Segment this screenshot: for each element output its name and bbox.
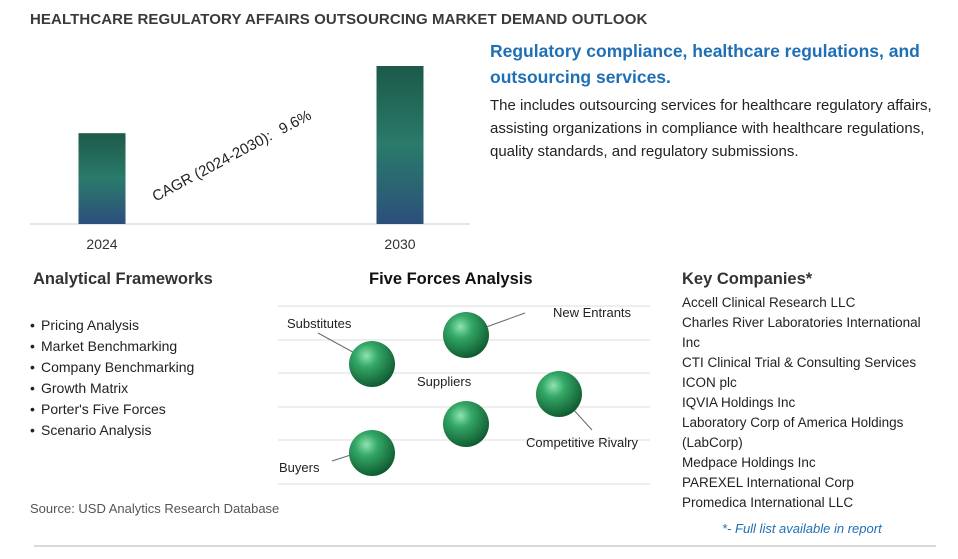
cagr-annotation: CAGR (2024-2030):9.6%: [149, 107, 314, 205]
list-item: PAREXEL International Corp: [682, 475, 854, 490]
connector-substitutes: [317, 332, 361, 357]
list-item: Laboratory Corp of America Holdings (Lab…: [682, 415, 904, 450]
list-item: Promedica International LLC: [682, 495, 854, 510]
x-tick-label: 2024: [86, 236, 117, 252]
connector-buyers: [331, 451, 361, 462]
label-suppliers: Suppliers: [417, 374, 472, 389]
market-bar-chart: 2024 2030 CAGR (2024-2030):9.6%: [30, 66, 470, 252]
x-tick-label: 2030: [384, 236, 415, 252]
sphere-buyers: [349, 430, 395, 476]
frameworks-list: • Pricing Analysis • Market Benchmarking •…: [30, 315, 194, 441]
label-buyers: Buyers: [279, 460, 320, 475]
list-item: Charles River Laboratories International…: [682, 315, 921, 350]
list-item: • Growth Matrix: [30, 380, 129, 396]
list-item: ICON plc: [682, 375, 737, 390]
list-item: Accell Clinical Research LLC: [682, 295, 856, 310]
list-item: Medpace Holdings Inc: [682, 455, 816, 470]
five-forces-heading: Five Forces Analysis: [369, 270, 533, 288]
headline: Regulatory compliance, healthcare regula…: [490, 41, 920, 87]
market-description: The includes outsourcing services for he…: [490, 97, 932, 160]
list-item: • Company Benchmarking: [30, 359, 195, 375]
label-competitive-rivalry: Competitive Rivalry: [526, 435, 638, 450]
page-title: HEALTHCARE REGULATORY AFFAIRS OUTSOURCIN…: [30, 11, 648, 28]
sphere-substitutes: [349, 341, 395, 387]
connector-competitive-rivalry: [561, 396, 593, 431]
bar-2030: [376, 66, 424, 224]
key-companies-heading: Key Companies*: [682, 270, 813, 288]
list-item: IQVIA Holdings Inc: [682, 395, 796, 410]
list-item: • Scenario Analysis: [30, 422, 152, 438]
connector-new-entrants: [477, 312, 526, 331]
sphere-new-entrants: [443, 312, 489, 358]
full-list-note: *- Full list available in report: [722, 521, 882, 536]
label-substitutes: Substitutes: [287, 316, 352, 331]
frameworks-heading: Analytical Frameworks: [33, 270, 213, 288]
source-note: Source: USD Analytics Research Database: [30, 501, 280, 516]
list-item: • Pricing Analysis: [30, 317, 140, 333]
sphere-suppliers: [443, 401, 489, 447]
list-item: • Porter's Five Forces: [30, 401, 166, 417]
label-new-entrants: New Entrants: [553, 305, 632, 320]
key-companies-list: Accell Clinical Research LLC Charles Riv…: [682, 293, 942, 513]
sphere-competitive-rivalry: [536, 371, 582, 417]
bottom-divider: [34, 545, 936, 547]
list-item: CTI Clinical Trial & Consulting Services: [682, 355, 917, 370]
list-item: • Market Benchmarking: [30, 338, 178, 354]
bar-2024: [78, 133, 126, 224]
